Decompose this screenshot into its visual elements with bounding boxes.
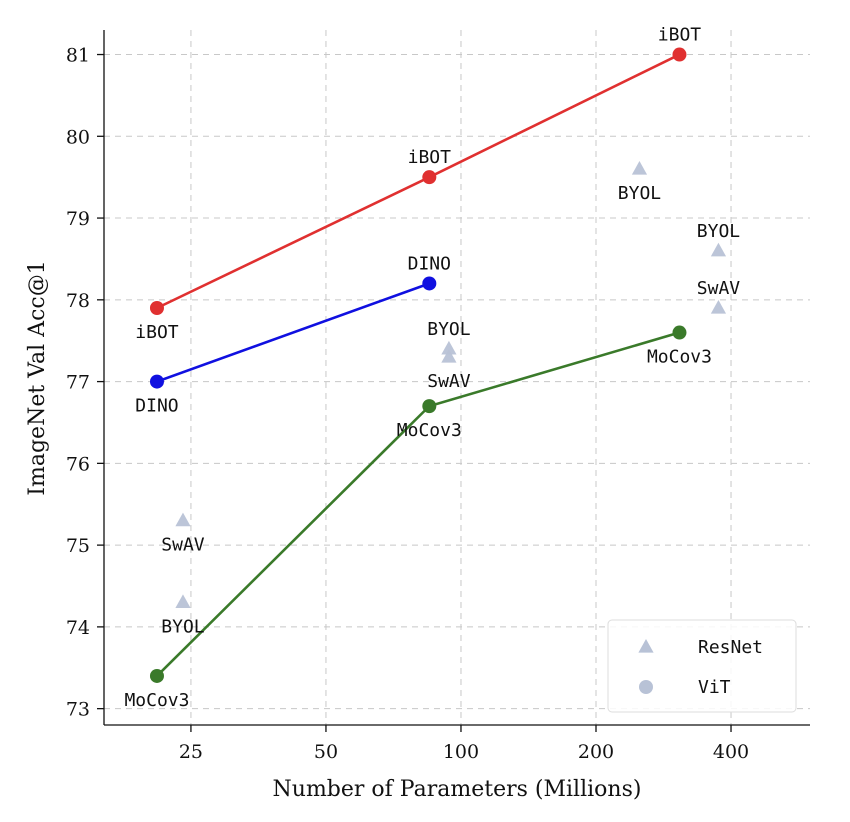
vit-series: [149, 47, 687, 683]
point-label: DINO: [408, 253, 451, 274]
y-axis-label: ImageNet Val Acc@1: [25, 260, 50, 495]
point-label: iBOT: [408, 147, 452, 168]
series-point-mocov3: [422, 399, 437, 414]
series-point-ibot: [422, 170, 437, 185]
point-label: MoCov3: [647, 347, 712, 368]
resnet-triangle-marker: [631, 161, 648, 175]
point-label: iBOT: [658, 25, 702, 46]
x-tick-label: 50: [314, 741, 338, 763]
x-tick-label: 25: [179, 741, 203, 763]
y-tick-label: 75: [66, 535, 90, 557]
resnet-triangle-marker: [175, 594, 191, 608]
point-label: DINO: [135, 396, 178, 417]
y-tick-label: 78: [66, 290, 90, 312]
point-label: SwAV: [427, 371, 471, 392]
series-point-dino: [422, 276, 437, 291]
ticks: 25 50 100 200 400 73 74 75 76 77 78 79 80 81: [66, 45, 749, 763]
point-label: MoCov3: [124, 690, 189, 711]
resnet-triangle-marker: [441, 349, 457, 363]
series-line-mocov3: [156, 331, 680, 677]
resnet-triangle-marker: [175, 512, 191, 527]
series-point-mocov3: [672, 325, 687, 340]
y-tick-label: 74: [66, 617, 90, 639]
resnet-triangle-marker: [710, 300, 727, 314]
series-point-dino: [149, 374, 164, 389]
axes: [103, 30, 810, 726]
point-labels: SwAV BYOL SwAV BYOL BYOL BYOL SwAV iBOT iBOT iBOT…: [124, 25, 740, 711]
x-tick-label: 100: [443, 741, 479, 763]
point-label: SwAV: [161, 535, 205, 556]
point-label: SwAV: [697, 278, 741, 299]
series-point-ibot: [672, 47, 687, 62]
y-tick-label: 77: [66, 372, 90, 394]
resnet-points: [175, 161, 727, 608]
legend-label: ResNet: [698, 637, 763, 658]
legend-circle-icon: [639, 680, 653, 694]
point-label: BYOL: [618, 183, 662, 204]
point-label: BYOL: [161, 616, 205, 637]
y-tick-label: 76: [66, 453, 90, 475]
x-tick-label: 400: [713, 741, 749, 763]
y-tick-label: 80: [66, 126, 90, 148]
y-tick-label: 81: [66, 45, 90, 67]
resnet-triangle-marker: [710, 242, 727, 257]
legend-box: [607, 619, 797, 713]
x-tick-label: 200: [578, 741, 614, 763]
y-tick-label: 73: [66, 699, 90, 721]
series-point-mocov3: [149, 668, 164, 683]
x-axis-label: Number of Parameters (Millions): [273, 777, 642, 802]
point-label: MoCov3: [397, 420, 462, 441]
point-label: BYOL: [697, 221, 741, 242]
y-tick-label: 79: [66, 208, 90, 230]
legend: ResNet ViT: [607, 619, 797, 713]
legend-triangle-icon: [638, 639, 654, 653]
legend-label: ViT: [698, 677, 731, 698]
resnet-triangle-marker: [441, 340, 457, 355]
series-point-ibot: [149, 301, 164, 315]
point-label: iBOT: [135, 322, 179, 343]
point-label: BYOL: [427, 319, 471, 340]
series-line-dino: [156, 282, 430, 383]
